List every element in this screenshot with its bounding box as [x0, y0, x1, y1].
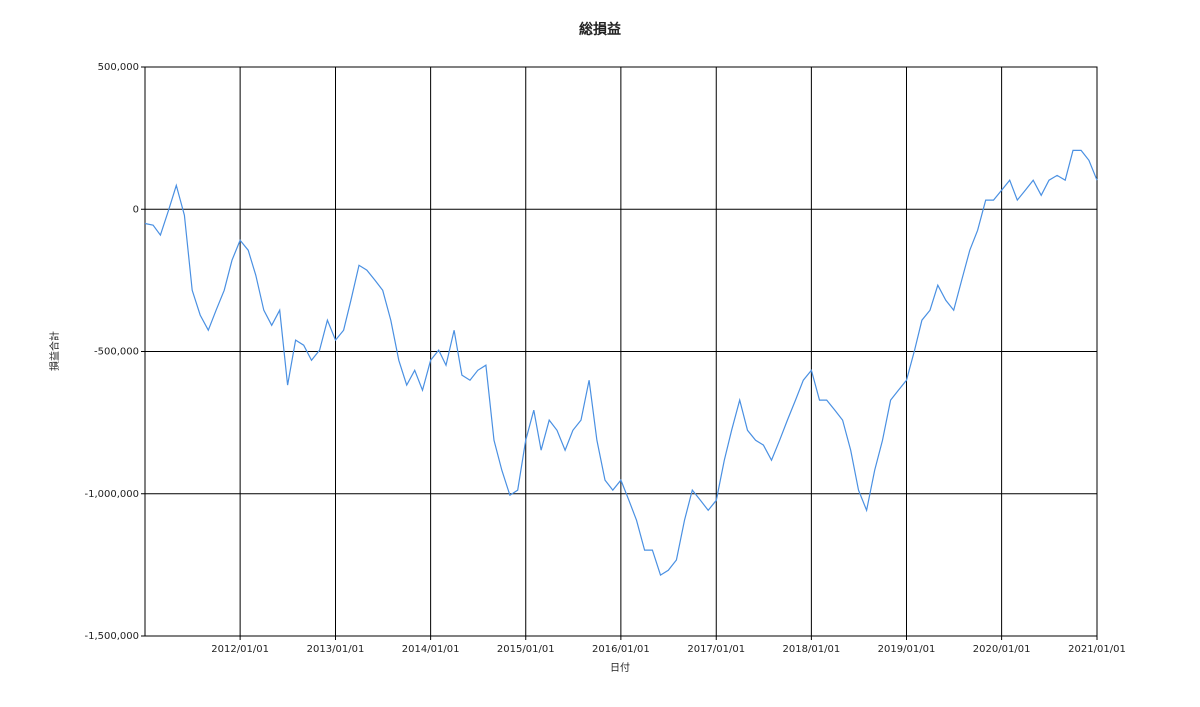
x-tick-label: 2015/01/01	[497, 644, 555, 655]
y-axis-label: 損益合計	[48, 331, 61, 371]
x-tick-label: 2020/01/01	[973, 644, 1031, 655]
x-tick-label: 2014/01/01	[402, 644, 460, 655]
line-series	[144, 149, 1098, 577]
x-tick-label: 2019/01/01	[878, 644, 936, 655]
x-axis-label: 日付	[610, 661, 630, 674]
y-tick-label: -500,000	[94, 347, 139, 358]
plot-frame	[144, 66, 1098, 637]
y-tick-label: 500,000	[98, 62, 139, 73]
y-tick-label: -1,000,000	[84, 489, 139, 500]
y-tick-label: 0	[133, 204, 139, 215]
y-tick-label: -1,500,000	[84, 631, 139, 642]
x-tick-label: 2021/01/01	[1068, 644, 1126, 655]
x-tick-label: 2016/01/01	[592, 644, 650, 655]
x-tick-label: 2013/01/01	[307, 644, 365, 655]
x-tick-label: 2018/01/01	[783, 644, 841, 655]
x-tick-label: 2012/01/01	[211, 644, 269, 655]
x-tick-label: 2017/01/01	[687, 644, 745, 655]
chart-title: 総損益	[579, 21, 621, 38]
